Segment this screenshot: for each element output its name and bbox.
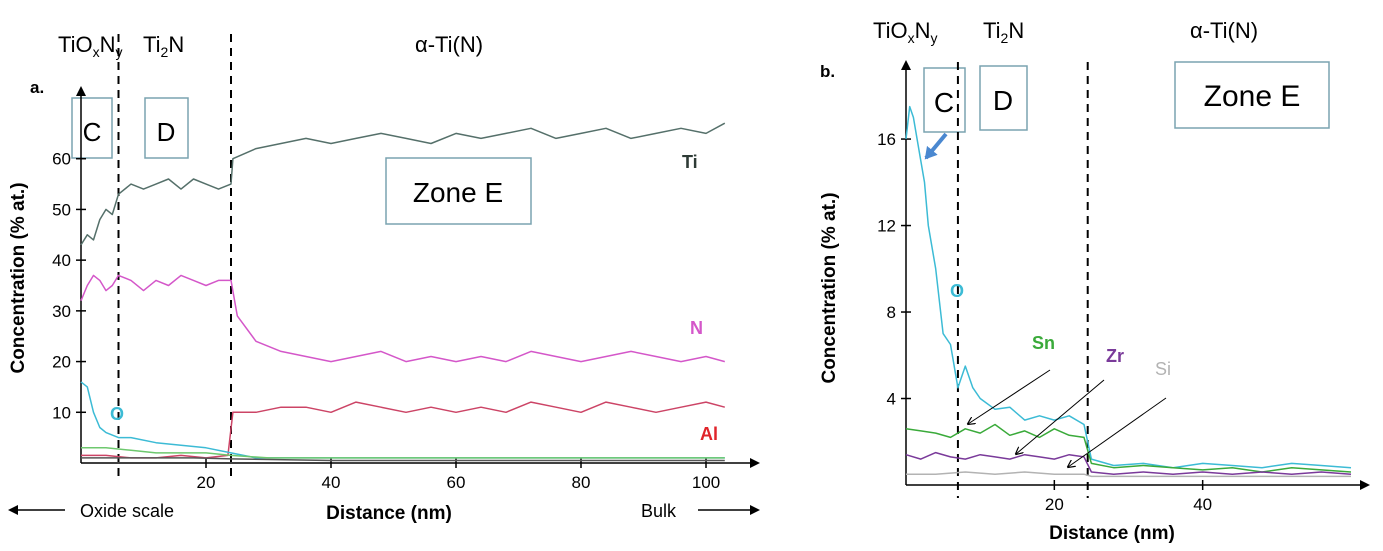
zone-box-d: [144, 97, 189, 159]
y-axis-title: Concentration (% at.): [819, 192, 840, 383]
zone-box-d: [979, 65, 1028, 131]
x-tick-label: 20: [1045, 495, 1064, 514]
series-label-o: O: [110, 404, 124, 424]
si-pointer-arrow: [1068, 397, 1167, 467]
series-line-sn: [905, 423, 1352, 473]
zone-box-e: [385, 157, 532, 225]
c-zone-pointer-arrow: [924, 132, 948, 160]
y-axis-title: Concentration (% at.): [8, 182, 29, 373]
x-tick-label: 20: [197, 473, 216, 492]
series-line-ti: [80, 122, 726, 246]
panel-label: a.: [30, 78, 44, 97]
zone-box-e: [1174, 61, 1330, 129]
sn-pointer-arrow: [968, 369, 1051, 424]
zone-label-d: D: [157, 117, 176, 147]
x-tick-label: 40: [1193, 495, 1212, 514]
zone-box-c: [71, 97, 113, 159]
phase-label-alpha: α-Ti(N): [415, 32, 483, 57]
series-line-al: [81, 401, 725, 459]
zone-label-e: Zone E: [1204, 80, 1301, 113]
phase-label-oxide: TiOxNy: [873, 18, 938, 46]
phase-label-alpha: α-Ti(N): [1190, 18, 1258, 43]
axis-ticks: 10 20 30 40 50 60 20 40 60 80 100: [52, 150, 720, 492]
zone-label-d: D: [993, 85, 1013, 116]
x-tick-label: 40: [322, 473, 341, 492]
series-line-o: [80, 381, 725, 459]
series-line-sn: [81, 447, 725, 459]
y-tick-label: 16: [877, 130, 896, 149]
zone-label-c: C: [934, 87, 954, 118]
x-tick-label: 60: [447, 473, 466, 492]
plot-series: [80, 122, 726, 462]
y-tick-label: 50: [52, 200, 71, 219]
panel-b: b. TiOxNy Ti2N α-Ti(N) C D Zone E 4 8 12 16…: [819, 18, 1370, 544]
x-tick-label: 100: [692, 473, 720, 492]
x-axis-title: Distance (nm): [326, 503, 452, 524]
plot-series: [905, 105, 1352, 478]
series-label-n: N: [690, 318, 703, 338]
y-tick-label: 10: [52, 403, 71, 422]
x-axis-title: Distance (nm): [1049, 523, 1175, 544]
phase-label-nitride: Ti2N: [983, 18, 1024, 46]
y-tick-label: 40: [52, 251, 71, 270]
y-tick-label: 4: [887, 390, 896, 409]
phase-label-nitride: Ti2N: [143, 32, 184, 60]
series-line-o: [905, 105, 1352, 469]
series-label-ti: Ti: [682, 152, 698, 172]
footer-bulk: Bulk: [641, 501, 677, 521]
series-label-si: Si: [1155, 359, 1171, 379]
series-label-sn: Sn: [1032, 333, 1055, 353]
panel-label: b.: [820, 62, 835, 81]
zone-label-e: Zone E: [413, 177, 503, 208]
y-tick-label: 20: [52, 353, 71, 372]
series-line-zr: [81, 457, 725, 462]
series-line-zr: [905, 451, 1352, 475]
phase-boundaries: [956, 62, 1089, 498]
series-line-n: [80, 274, 725, 363]
y-tick-label: 12: [877, 217, 896, 236]
series-label-o: O: [950, 281, 964, 301]
footer-oxide-scale: Oxide scale: [80, 501, 174, 521]
series-label-zr: Zr: [1106, 346, 1124, 366]
y-tick-label: 30: [52, 302, 71, 321]
panel-a: a. TiOxNy Ti2N α-Ti(N) C D Zone E 10 20 30…: [8, 32, 760, 524]
phase-boundaries: [117, 34, 232, 478]
phase-label-oxide: TiOxNy: [58, 32, 123, 60]
y-tick-label: 60: [52, 150, 71, 169]
series-label-al: Al: [700, 424, 718, 444]
y-tick-label: 8: [887, 303, 896, 322]
zr-pointer-arrow: [1016, 379, 1105, 454]
zone-label-c: C: [83, 117, 102, 147]
series-line-si: [906, 471, 1351, 478]
x-tick-label: 80: [572, 473, 591, 492]
